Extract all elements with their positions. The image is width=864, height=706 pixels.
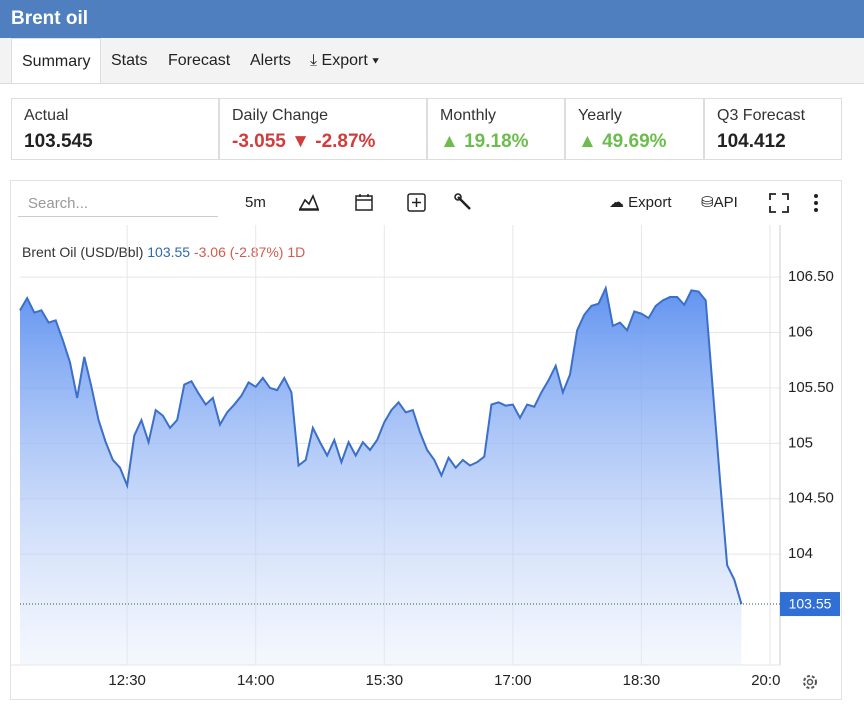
stat-label: Actual <box>24 107 69 124</box>
tab-label: Export <box>321 52 368 69</box>
stat-box: Q3 Forecast 104.412 <box>704 98 842 160</box>
header-title: Brent oil <box>0 0 864 38</box>
stat-label: Q3 Forecast <box>717 107 806 124</box>
stat-value: 104.412 <box>717 131 786 152</box>
change: -2.87% <box>315 131 376 152</box>
button-label: API <box>713 194 738 211</box>
interval-button[interactable]: 5m <box>245 194 266 211</box>
search-box[interactable]: Search... <box>18 191 218 217</box>
stat-label: Daily Change <box>232 107 329 124</box>
add-icon[interactable] <box>407 193 426 212</box>
area <box>20 288 742 665</box>
export-button[interactable]: ☁ Export <box>609 193 672 211</box>
x-tick-label: 18:30 <box>623 672 661 689</box>
settings-tool-icon[interactable] <box>454 193 472 211</box>
tab-bar: Summary Stats Forecast Alerts ⤓ Export ▾ <box>0 38 864 84</box>
change: 19.18% <box>464 131 529 152</box>
calendar-icon[interactable] <box>355 193 373 211</box>
icon: ⤓ <box>310 52 322 69</box>
export-tab[interactable]: ⤓ Export ▾ <box>310 38 379 83</box>
chart-panel: Search... 5m ☁ Export ⛁API <box>10 180 842 700</box>
icon: ▾ <box>367 52 379 69</box>
menu-icon[interactable] <box>813 193 819 213</box>
price-tag-box <box>780 592 840 617</box>
stat-value: -3.055 ▼ -2.87% <box>232 131 414 153</box>
legend-price: 103.55 <box>147 244 191 260</box>
stat-value: ▲ 19.18% <box>440 131 552 153</box>
change: 49.69% <box>602 131 667 152</box>
stat-box: Daily Change -3.055 ▼ -2.87% <box>219 98 427 160</box>
stat-box: Monthly ▲ 19.18% <box>427 98 565 160</box>
tab[interactable]: Stats <box>111 52 148 69</box>
legend-change: -3.06 (-2.87%) <box>193 244 284 260</box>
y-tick-label: 105 <box>788 434 813 451</box>
button-label: Export <box>628 194 672 211</box>
price-tag: 103.55 <box>789 596 832 612</box>
y-tick-label: 106 <box>788 323 813 340</box>
price-line <box>19 284 743 605</box>
icon: ☁ <box>609 194 629 211</box>
tab[interactable]: Alerts <box>250 52 291 69</box>
x-tick-label: 12:30 <box>108 672 146 689</box>
y-tick-label: 106.50 <box>788 268 834 285</box>
arrow: ▲ <box>440 131 459 152</box>
stat-box: Actual 103.545 <box>11 98 219 160</box>
y-tick-label: 105.50 <box>788 379 834 396</box>
icon: ⛁ <box>701 194 714 211</box>
chart-type-icon[interactable] <box>299 193 319 211</box>
x-tick-label: 14:00 <box>237 672 275 689</box>
chart: 104 104.50 105 105.50 106 106.50 12:30 14:00 15:… <box>10 225 840 689</box>
tab[interactable]: Summary <box>11 38 101 83</box>
stat-box: Yearly ▲ 49.69% <box>565 98 704 160</box>
chart-legend: Brent Oil (USD/Bbl) 103.55 -3.06 (-2.87%… <box>22 244 305 260</box>
arrow: ▲ <box>578 131 597 152</box>
arrow: ▼ <box>291 131 310 152</box>
fullscreen-icon[interactable] <box>769 193 789 213</box>
stat-value: 103.545 <box>24 131 93 152</box>
legend-period: 1D <box>287 244 306 260</box>
stat-value: ▲ 49.69% <box>578 131 691 153</box>
y-tick-label: 104.50 <box>788 490 834 507</box>
legend-name: Brent Oil (USD/Bbl) <box>22 244 144 260</box>
tab[interactable]: Forecast <box>168 52 231 69</box>
x-tick-label: 17:00 <box>494 672 532 689</box>
stat-label: Yearly <box>578 107 622 124</box>
value: -3.055 <box>232 131 286 152</box>
y-tick-label: 104 <box>788 545 813 562</box>
x-tick-label: 15:30 <box>366 672 404 689</box>
x-tick-label: 20:00 <box>751 672 789 689</box>
settings-icon[interactable] <box>803 675 817 689</box>
stat-label: Monthly <box>440 107 497 124</box>
api-button[interactable]: ⛁API <box>701 193 738 211</box>
